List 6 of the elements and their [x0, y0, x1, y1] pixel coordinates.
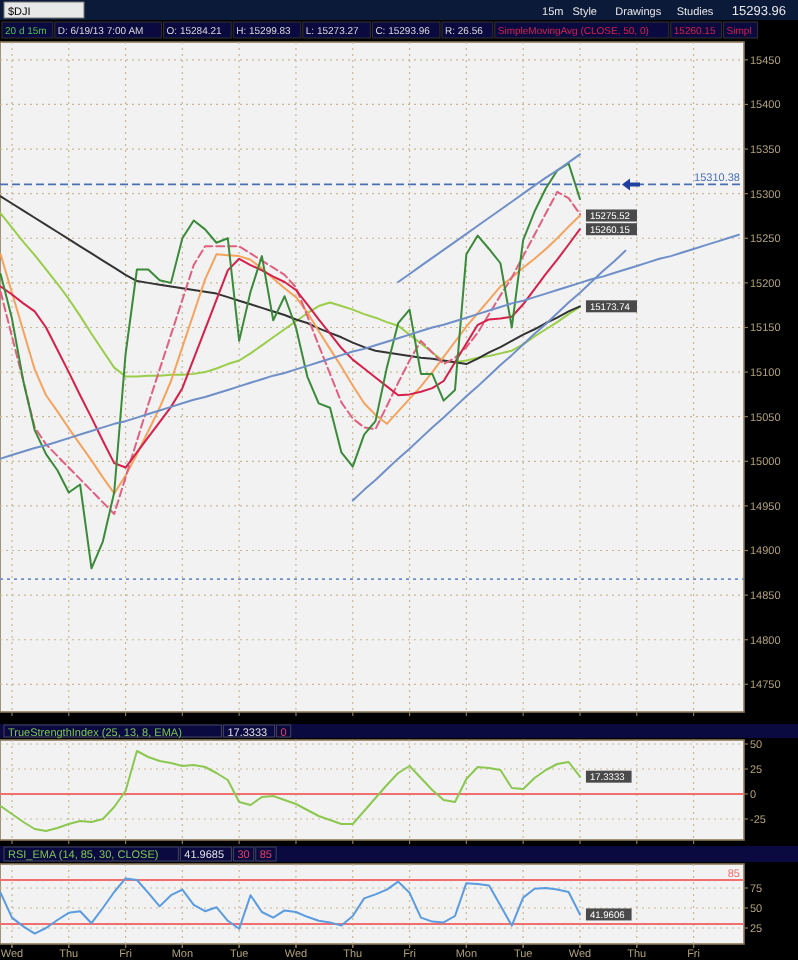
line-series: [0, 750, 581, 832]
line-series: [0, 195, 581, 366]
line-series: [0, 877, 581, 935]
line-series: [397, 153, 581, 283]
line-series: [0, 162, 581, 570]
line-series: [0, 212, 581, 378]
